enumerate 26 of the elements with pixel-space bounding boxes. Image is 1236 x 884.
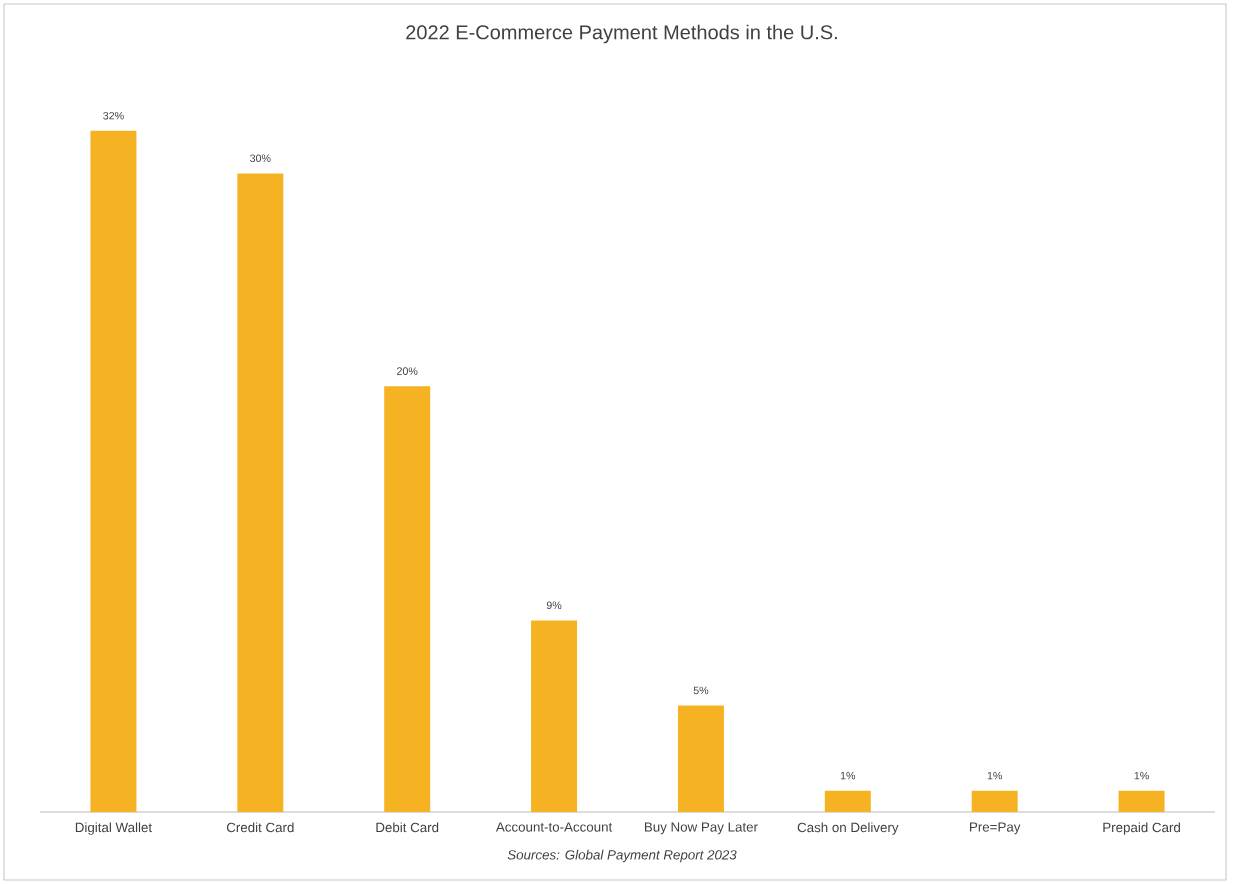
data-label: 20%	[397, 367, 418, 375]
x-tick-label: Debit Card	[376, 822, 439, 833]
chart-title: 2022 E-Commerce Payment Methods in the U.S.	[406, 24, 837, 44]
x-tick-label: Account-to-Account	[495, 822, 613, 832]
data-label: 9%	[546, 601, 562, 610]
bar	[90, 130, 137, 812]
source-note: Sources: Global Payment Report 2023	[507, 849, 737, 863]
data-label: 32%	[103, 111, 124, 120]
bar	[237, 173, 284, 812]
x-tick-label: Credit Card	[226, 822, 294, 833]
data-label: 1%	[840, 771, 856, 780]
data-label: 1%	[1134, 771, 1149, 780]
bar	[824, 790, 871, 812]
x-tick-label: Digital Wallet	[75, 822, 152, 835]
bar	[677, 705, 724, 812]
data-label: 30%	[250, 154, 271, 163]
bar	[531, 620, 578, 812]
bar	[384, 386, 431, 812]
x-tick-label: Cash on Delivery	[797, 822, 899, 835]
bar	[1118, 790, 1165, 812]
data-label: 5%	[693, 686, 709, 695]
data-label: 1%	[987, 771, 1003, 780]
bar	[971, 790, 1018, 812]
x-tick-label: Pre=Pay	[970, 822, 1021, 835]
x-tick-label: Buy Now Pay Later	[644, 822, 758, 835]
x-tick-label: Prepaid Card	[1103, 822, 1180, 835]
